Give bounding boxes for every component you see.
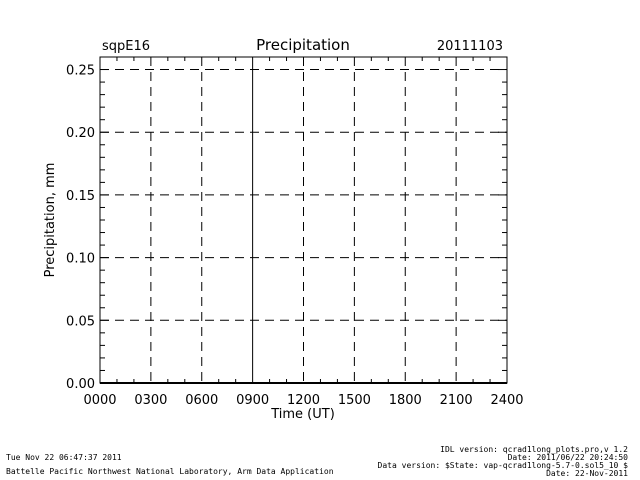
x-tick-label: 0600 [185, 393, 218, 408]
footer-idl-version: IDL version: qcrad1long_plots.pro,v 1.2 [440, 445, 628, 454]
y-tick-label: 0.25 [66, 64, 95, 79]
chart-title: Precipitation [256, 36, 350, 54]
x-tick-label: 1800 [389, 393, 422, 408]
footer-data-version: Data version: $State: vap-qcrad1long-5.7… [377, 461, 628, 470]
y-axis-label: Precipitation, mm [43, 163, 58, 278]
x-tick-label: 0900 [236, 393, 269, 408]
grid-lines [100, 57, 507, 383]
x-tick-label: 2400 [490, 393, 523, 408]
footer-data-date: Date: 22-Nov-2011 [546, 469, 628, 478]
x-tick-labels: 0000 0300 0600 0900 1200 1500 1800 2100 2400 [83, 393, 523, 408]
y-tick-label: 0.10 [66, 252, 95, 267]
site-label: sqpE16 [102, 39, 150, 54]
plot-frame [99, 56, 508, 384]
x-axis-label: Time (UT) [270, 407, 335, 422]
y-tick-label: 0.15 [66, 189, 95, 204]
y-tick-label: 0.20 [66, 126, 95, 141]
x-tick-label: 0300 [134, 393, 167, 408]
footer-lab: Battelle Pacific Northwest National Labo… [6, 467, 334, 476]
date-label: 20111103 [437, 39, 503, 54]
y-tick-labels: 0.00 0.05 0.10 0.15 0.20 0.25 [66, 64, 95, 392]
x-tick-label: 1200 [287, 393, 320, 408]
footer-timestamp: Tue Nov 22 06:47:37 2011 [6, 453, 122, 462]
y-tick-label: 0.00 [66, 377, 95, 392]
x-tick-label: 1500 [338, 393, 371, 408]
footer-file-date: Date: 2011/06/22 20:24:50 [507, 453, 628, 462]
x-tick-label: 2100 [440, 393, 473, 408]
x-tick-label: 0000 [83, 393, 116, 408]
y-tick-label: 0.05 [66, 314, 95, 329]
